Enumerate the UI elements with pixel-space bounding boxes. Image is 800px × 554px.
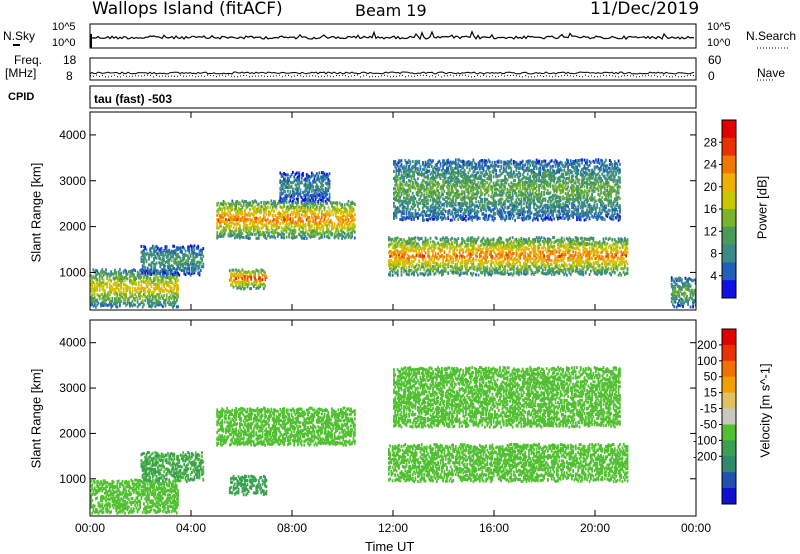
nave-dots <box>90 75 694 77</box>
power-echo-cells <box>90 158 697 308</box>
colorbar-swatch <box>722 456 736 472</box>
colorbar-tick-label: 28 <box>704 135 718 149</box>
x-tick-label: 20:00 <box>580 521 610 535</box>
colorbar-swatch <box>722 191 736 209</box>
colorbar-swatch <box>722 227 736 245</box>
colorbar-tick-label: 20 <box>704 180 718 194</box>
y-tick-label: 2000 <box>59 426 86 440</box>
colorbar-tick-label: 100 <box>697 354 717 368</box>
y-tick-label: 3000 <box>59 174 86 188</box>
x-tick-label: 04:00 <box>176 521 206 535</box>
freq-trace <box>90 72 694 74</box>
colorbar-swatch <box>722 440 736 456</box>
x-tick-label: 08:00 <box>277 521 307 535</box>
nsky-trace <box>92 32 694 39</box>
colorbar-tick-label: -200 <box>693 449 717 463</box>
x-tick-label: 00:00 <box>75 521 105 535</box>
y-tick-label: 4000 <box>59 336 86 350</box>
y-tick-label: 1000 <box>59 472 86 486</box>
cpid-strip-frame <box>90 86 696 108</box>
colorbar-tick-label: -100 <box>693 433 717 447</box>
colorbar-swatch <box>722 262 736 280</box>
colorbar-tick-label: 16 <box>704 202 718 216</box>
y-tick-label: 2000 <box>59 220 86 234</box>
colorbar-swatch <box>722 120 736 138</box>
colorbar-swatch <box>722 377 736 393</box>
colorbar-tick-label: 50 <box>704 370 718 384</box>
x-tick-label: 12:00 <box>378 521 408 535</box>
colorbar-swatch <box>722 138 736 156</box>
x-tick-label: 00:00 <box>681 521 711 535</box>
colorbar-swatch <box>722 472 736 488</box>
colorbar-swatch <box>722 156 736 174</box>
colorbar-swatch <box>722 209 736 227</box>
y-tick-label: 3000 <box>59 381 86 395</box>
colorbar-tick-label: 8 <box>710 247 717 261</box>
colorbar-swatch <box>722 173 736 191</box>
colorbar-swatch <box>722 329 736 345</box>
colorbar-tick-label: 12 <box>704 224 718 238</box>
colorbar-tick-label: 15 <box>704 386 718 400</box>
colorbar-tick-label: -50 <box>700 417 718 431</box>
colorbar-swatch <box>722 393 736 409</box>
colorbar-swatch <box>722 245 736 263</box>
colorbar-swatch <box>722 409 736 425</box>
colorbar-swatch <box>722 425 736 441</box>
colorbar-tick-label: 24 <box>704 158 718 172</box>
colorbar-tick-label: -15 <box>700 402 718 416</box>
y-tick-label: 4000 <box>59 128 86 142</box>
colorbar-swatch <box>722 361 736 377</box>
colorbar-tick-label: 200 <box>697 338 717 352</box>
colorbar-swatch <box>722 488 736 504</box>
x-tick-label: 16:00 <box>479 521 509 535</box>
colorbar-tick-label: 4 <box>710 269 717 283</box>
y-tick-label: 1000 <box>59 265 86 279</box>
velocity-echo-cells <box>90 366 628 515</box>
colorbar-swatch <box>722 345 736 361</box>
power-colorbar <box>722 120 736 299</box>
velocity-colorbar <box>722 329 736 505</box>
colorbar-swatch <box>722 280 736 298</box>
